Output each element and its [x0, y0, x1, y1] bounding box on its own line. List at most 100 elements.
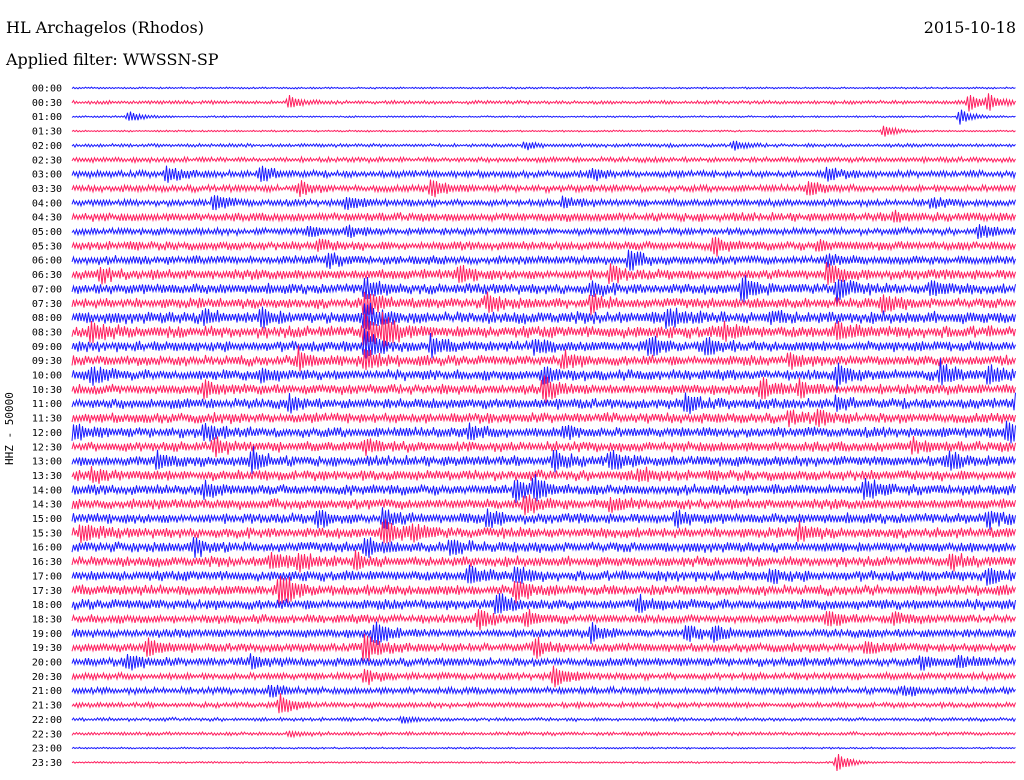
- time-tick-label: 09:30: [32, 356, 62, 367]
- time-tick-label: 08:00: [32, 313, 62, 324]
- trace-line: [71, 653, 1016, 671]
- time-tick-label: 08:30: [32, 327, 62, 338]
- trace-line: [71, 86, 1016, 90]
- time-tick-label: 01:30: [32, 127, 62, 138]
- time-tick-label: 12:00: [32, 428, 62, 439]
- trace-line: [71, 275, 1016, 305]
- trace-line: [71, 466, 1016, 484]
- time-tick-label: 23:30: [32, 758, 62, 769]
- record-date: 2015-10-18: [923, 18, 1016, 37]
- time-tick-label: 21:30: [32, 701, 62, 712]
- trace-line: [71, 179, 1016, 198]
- time-tick-label: 07:30: [32, 299, 62, 310]
- time-tick-label: 11:00: [32, 399, 62, 410]
- time-tick-label: 20:00: [32, 658, 62, 669]
- trace-line: [71, 575, 1016, 605]
- trace-line: [71, 474, 1016, 503]
- trace-line: [71, 262, 1016, 286]
- trace-line: [71, 446, 1016, 474]
- time-tick-label: 22:00: [32, 715, 62, 726]
- time-tick-label: 10:30: [32, 385, 62, 396]
- trace-line: [71, 311, 1016, 350]
- station-title: HL Archagelos (Rhodos): [6, 18, 204, 37]
- trace-line: [71, 519, 1016, 544]
- trace-line: [71, 693, 1016, 714]
- trace-line: [71, 753, 1016, 772]
- time-tick-label: 00:00: [32, 84, 62, 95]
- trace-line: [71, 564, 1016, 586]
- time-tick-label: 16:00: [32, 543, 62, 554]
- trace-line: [71, 549, 1016, 573]
- time-tick-label: 12:30: [32, 442, 62, 453]
- time-tick-label: 23:00: [32, 744, 62, 755]
- trace-line: [71, 125, 1016, 137]
- trace-line: [71, 746, 1016, 750]
- time-tick-label: 02:00: [32, 141, 62, 152]
- trace-line: [71, 224, 1016, 239]
- trace-line: [71, 358, 1016, 391]
- time-tick-label: 14:30: [32, 500, 62, 511]
- trace-line: [71, 375, 1016, 404]
- trace-line: [71, 621, 1016, 645]
- trace-line: [71, 165, 1016, 183]
- time-tick-label: 20:30: [32, 672, 62, 683]
- trace-line: [71, 507, 1016, 530]
- time-tick-label: 11:30: [32, 414, 62, 425]
- time-tick-label: 00:30: [32, 98, 62, 109]
- trace-line: [71, 109, 1016, 125]
- applied-filter-label: Applied filter: WWSSN-SP: [6, 50, 219, 69]
- trace-line: [71, 593, 1016, 614]
- trace-line: [71, 302, 1016, 330]
- trace-line: [71, 291, 1016, 320]
- trace-line: [71, 633, 1016, 662]
- trace-line: [71, 665, 1016, 688]
- time-tick-label: 05:30: [32, 241, 62, 252]
- time-tick-label: 19:00: [32, 629, 62, 640]
- time-tick-label: 05:00: [32, 227, 62, 238]
- time-tick-label: 14:00: [32, 485, 62, 496]
- time-tick-label: 19:30: [32, 643, 62, 654]
- time-tick-label: 15:00: [32, 514, 62, 525]
- time-tick-label: 13:00: [32, 457, 62, 468]
- time-tick-label: 06:30: [32, 270, 62, 281]
- time-tick-label: 13:30: [32, 471, 62, 482]
- trace-line: [71, 494, 1016, 516]
- trace-line: [71, 345, 1016, 372]
- trace-line: [71, 209, 1016, 224]
- time-tick-label: 04:00: [32, 198, 62, 209]
- trace-line: [71, 435, 1016, 458]
- trace-line: [71, 420, 1016, 444]
- time-tick-label: 17:00: [32, 571, 62, 582]
- trace-line: [71, 408, 1016, 428]
- trace-line: [71, 537, 1016, 558]
- trace-line: [71, 392, 1016, 415]
- time-tick-label: 10:00: [32, 371, 62, 382]
- trace-line: [71, 195, 1016, 211]
- time-tick-label: 03:30: [32, 184, 62, 195]
- time-tick-label: 03:00: [32, 170, 62, 181]
- time-tick-label: 16:30: [32, 557, 62, 568]
- time-tick-label: 21:00: [32, 686, 62, 697]
- time-tick-label: 01:00: [32, 112, 62, 123]
- trace-line: [71, 609, 1016, 631]
- time-tick-label: 22:30: [32, 729, 62, 740]
- time-tick-label: 09:00: [32, 342, 62, 353]
- trace-line: [71, 93, 1016, 112]
- trace-line: [71, 715, 1016, 725]
- trace-line: [71, 140, 1016, 151]
- time-tick-label: 07:00: [32, 284, 62, 295]
- time-tick-label: 18:30: [32, 614, 62, 625]
- time-tick-label: 02:30: [32, 155, 62, 166]
- trace-line: [71, 729, 1016, 739]
- time-tick-label: 18:00: [32, 600, 62, 611]
- time-tick-label: 15:30: [32, 528, 62, 539]
- trace-line: [71, 684, 1016, 698]
- time-tick-label: 17:30: [32, 586, 62, 597]
- time-tick-label: 04:30: [32, 213, 62, 224]
- trace-line: [71, 155, 1016, 165]
- trace-line: [71, 249, 1016, 271]
- trace-line: [71, 328, 1016, 359]
- time-tick-label: 06:00: [32, 256, 62, 267]
- trace-line: [71, 236, 1016, 257]
